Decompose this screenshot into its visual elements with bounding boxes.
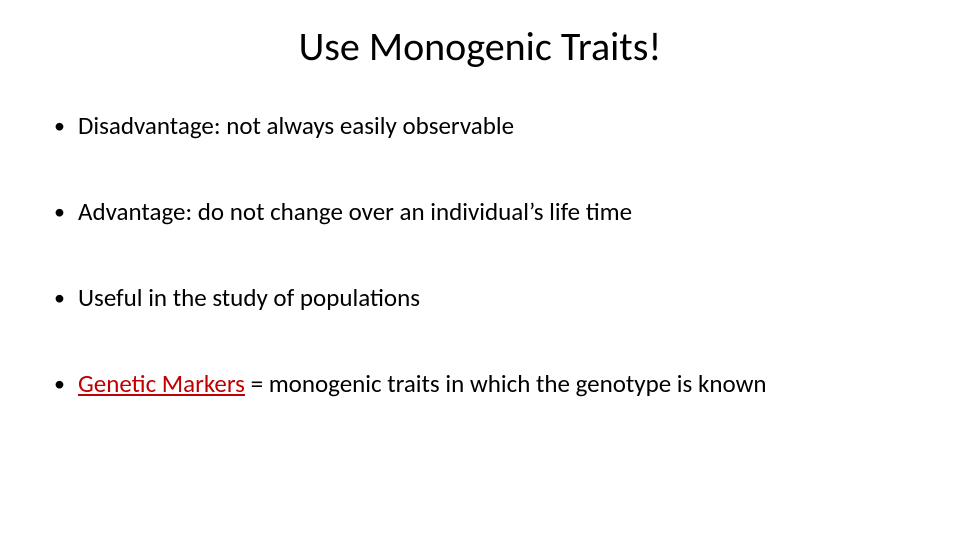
slide: Use Monogenic Traits! Disadvantage: not …: [0, 0, 960, 540]
genetic-markers-term: Genetic Markers: [78, 368, 245, 399]
bullet-text: Disadvantage: not always easily observab…: [78, 110, 514, 141]
bullet-list: Disadvantage: not always easily observab…: [50, 111, 910, 399]
bullet-text: Advantage: do not change over an individ…: [78, 196, 632, 227]
list-item: Genetic Markers = monogenic traits in wh…: [50, 369, 910, 399]
list-item: Useful in the study of populations: [50, 283, 910, 313]
bullet-text: Useful in the study of populations: [78, 282, 420, 313]
list-item: Disadvantage: not always easily observab…: [50, 111, 910, 141]
slide-title: Use Monogenic Traits!: [50, 22, 910, 71]
bullet-text: = monogenic traits in which the genotype…: [245, 368, 767, 399]
list-item: Advantage: do not change over an individ…: [50, 197, 910, 227]
